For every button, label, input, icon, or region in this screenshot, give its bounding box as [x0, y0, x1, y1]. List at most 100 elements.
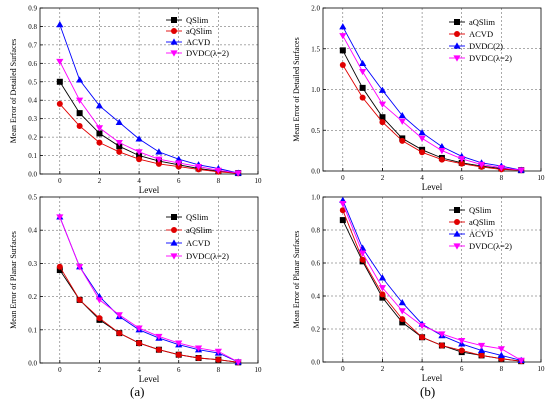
x-tick-label: 6: [460, 174, 464, 182]
data-point: [339, 217, 346, 224]
y-tick-label: 0.2: [311, 326, 320, 334]
data-point: [95, 102, 104, 109]
legend-marker: [170, 38, 178, 45]
x-tick-label: 6: [460, 365, 464, 373]
data-point: [95, 297, 104, 304]
data-point: [477, 346, 486, 354]
x-tick-label: 0: [58, 366, 62, 374]
data-point: [136, 340, 143, 347]
data-point: [339, 23, 347, 30]
data-point: [135, 325, 143, 332]
series-line: [59, 269, 239, 363]
y-tick-label: 0.0: [311, 359, 320, 367]
x-axis-label: Level: [139, 185, 160, 195]
y-tick-label: 0.0: [28, 360, 37, 368]
data-point: [214, 348, 222, 355]
legend-label: ACVD: [186, 238, 210, 248]
data-point: [76, 110, 83, 117]
data-point: [234, 170, 242, 177]
y-tick-label: 0.5: [28, 194, 37, 202]
data-point: [175, 155, 183, 162]
data-point: [477, 342, 486, 350]
data-point: [418, 323, 426, 330]
data-point: [379, 294, 386, 301]
data-point: [96, 315, 103, 322]
data-point: [175, 340, 183, 347]
data-point: [398, 118, 406, 125]
data-point: [155, 148, 163, 155]
data-point: [398, 299, 406, 306]
series-line: [59, 24, 239, 174]
data-point: [497, 346, 505, 353]
data-point: [399, 137, 406, 144]
y-tick-label: 0.7: [28, 41, 37, 49]
data-point: [116, 330, 123, 337]
x-tick-label: 8: [500, 174, 504, 182]
data-point: [419, 149, 426, 156]
data-point: [339, 207, 346, 214]
x-tick-label: 2: [98, 366, 102, 374]
y-tick-label: 0.9: [28, 5, 37, 13]
legend-label: QSlim: [186, 15, 209, 25]
legend-label: ACVD: [469, 229, 493, 239]
x-tick-label: 8: [217, 177, 221, 185]
x-axis-label: Level: [139, 374, 160, 384]
data-point: [419, 334, 426, 341]
data-point: [378, 274, 387, 281]
y-tick-label: 0.2: [28, 293, 37, 301]
data-point: [136, 152, 143, 159]
y-tick-label: 0.0: [28, 171, 37, 179]
data-point: [477, 161, 486, 169]
data-point: [458, 156, 466, 163]
x-tick-label: 10: [255, 177, 263, 185]
legend-marker: [171, 214, 177, 220]
data-point: [175, 163, 182, 170]
data-point: [115, 140, 123, 147]
y-tick-label: 0.0: [311, 168, 320, 176]
data-point: [359, 256, 366, 263]
data-point: [418, 135, 426, 142]
data-point: [175, 160, 183, 167]
x-tick-label: 6: [177, 366, 181, 374]
data-point: [438, 342, 445, 349]
x-tick-label: 2: [381, 174, 385, 182]
data-point: [359, 250, 367, 257]
legend-label: ACVD: [469, 29, 493, 39]
legend-marker: [453, 243, 461, 250]
legend-marker: [171, 17, 177, 23]
legend-label: aQSlim: [186, 225, 212, 235]
y-tick-label: 2.0: [311, 5, 320, 13]
data-point: [399, 319, 406, 326]
x-tick-label: 10: [538, 365, 546, 373]
data-point: [56, 21, 64, 28]
data-point: [379, 291, 386, 298]
y-tick-label: 0.6: [28, 60, 37, 68]
legend-label: QSlim: [469, 205, 492, 215]
x-axis-label: Level: [422, 373, 443, 383]
chart-planar-b: 0.0 0.2 0.4 0.6 0.8 1.0 0 2 4 6 8 10 Level Mean Error…: [292, 194, 545, 384]
data-point: [115, 118, 123, 125]
series-line: [342, 210, 522, 362]
series-line: [59, 81, 239, 174]
data-point: [379, 119, 386, 126]
legend-marker: [454, 19, 460, 25]
x-tick-label: 0: [58, 177, 62, 185]
x-tick-label: 0: [341, 174, 345, 182]
series-line: [342, 26, 522, 171]
plot-frame: [39, 196, 259, 364]
data-point: [76, 264, 84, 271]
x-tick-label: 4: [137, 177, 141, 185]
legend-label: ACVD: [186, 37, 210, 47]
legend-marker: [171, 227, 177, 233]
data-point: [398, 308, 406, 315]
y-tick-label: 0.4: [28, 97, 37, 105]
data-point: [115, 312, 123, 319]
chart-detailed-b: 0.0 0.5 1.0 1.5 2.0 0 2 4 6 8 10 Level Mean Error of…: [292, 5, 545, 193]
data-point: [398, 111, 406, 119]
data-point: [56, 263, 63, 270]
data-point: [76, 76, 84, 83]
data-point: [175, 351, 182, 358]
legend-label: DVDC(2): [469, 41, 503, 51]
data-point: [339, 62, 346, 69]
legend-marker: [454, 219, 460, 225]
